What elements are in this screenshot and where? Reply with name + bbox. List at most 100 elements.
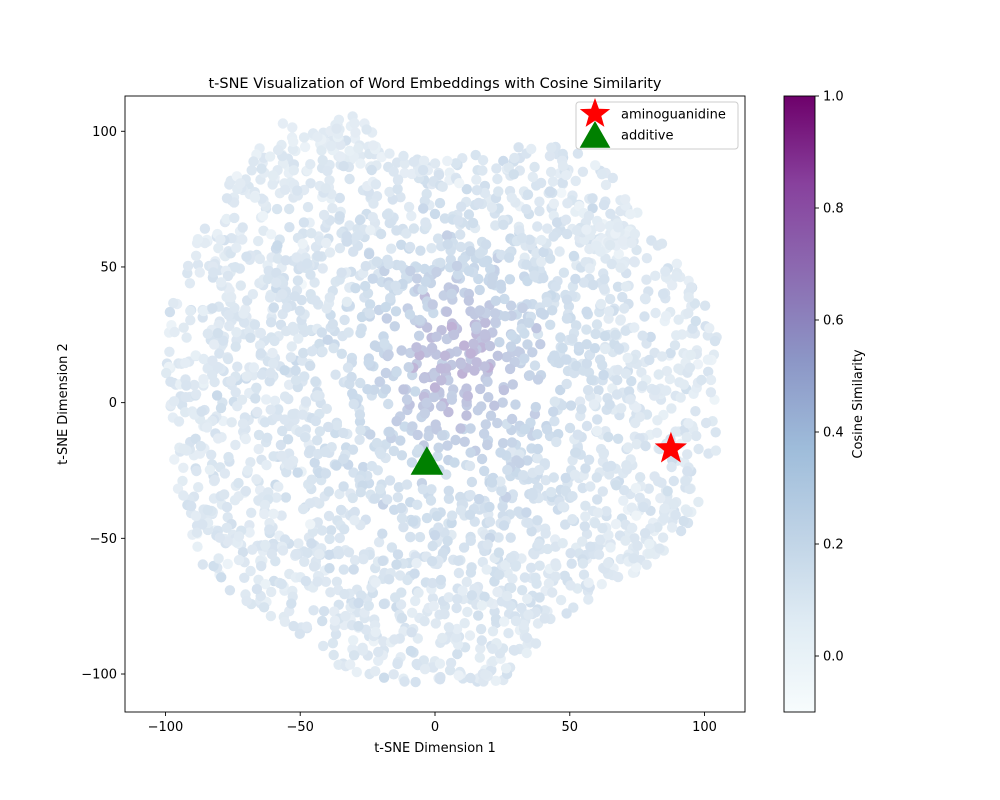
embedding-point (321, 237, 332, 249)
embedding-point (353, 620, 364, 632)
embedding-point (605, 293, 616, 305)
embedding-point (304, 445, 316, 456)
embedding-point (305, 360, 316, 371)
embedding-point (692, 359, 704, 370)
embedding-point (251, 474, 262, 485)
embedding-point (613, 248, 624, 260)
embedding-point (215, 402, 227, 414)
embedding-point (237, 547, 249, 558)
embedding-point (338, 564, 349, 575)
embedding-point (649, 471, 660, 482)
legend-aminoguanidine-marker (579, 98, 611, 127)
embedding-point (597, 486, 608, 497)
embedding-point (670, 271, 682, 282)
embedding-point (231, 242, 242, 253)
embedding-point (240, 485, 252, 497)
embedding-point (581, 339, 592, 350)
embedding-point (499, 293, 510, 305)
embedding-point (340, 610, 351, 622)
embedding-point (434, 658, 446, 669)
embedding-point (523, 609, 534, 620)
embedding-point (680, 475, 691, 487)
embedding-point (396, 260, 407, 271)
embedding-point (505, 532, 516, 543)
embedding-point (277, 545, 289, 556)
embedding-point (550, 281, 561, 292)
embedding-point (411, 342, 422, 353)
embedding-point (492, 350, 503, 361)
embedding-point (269, 335, 280, 347)
embedding-point (431, 266, 442, 278)
embedding-point (522, 339, 533, 350)
embedding-point (572, 429, 583, 440)
embedding-point (410, 386, 421, 397)
embedding-point (652, 415, 663, 426)
embedding-point (503, 628, 514, 639)
embedding-point (299, 141, 311, 153)
embedding-point (312, 131, 323, 143)
embedding-point (685, 349, 696, 361)
embedding-point (408, 156, 420, 167)
embedding-point (643, 483, 654, 494)
embedding-point (489, 400, 500, 411)
embedding-point (580, 511, 591, 522)
embedding-point (454, 178, 465, 189)
embedding-point (465, 672, 476, 684)
embedding-point (226, 375, 237, 387)
embedding-point (425, 495, 437, 506)
embedding-point (489, 308, 501, 319)
embedding-point (639, 528, 651, 539)
embedding-point (264, 376, 275, 387)
embedding-point (417, 284, 428, 295)
embedding-point (213, 243, 224, 254)
embedding-point (310, 295, 321, 306)
embedding-point (548, 231, 559, 242)
embedding-point (334, 488, 345, 500)
embedding-point (466, 590, 478, 601)
embedding-point (391, 225, 402, 236)
embedding-point (309, 457, 320, 468)
embedding-point (305, 269, 316, 280)
embedding-point (644, 538, 655, 550)
embedding-point (318, 209, 330, 221)
embedding-point (583, 454, 595, 465)
embedding-point (186, 500, 197, 512)
embedding-point (411, 558, 422, 569)
embedding-point (429, 208, 441, 220)
embedding-point (214, 532, 225, 543)
embedding-point (317, 346, 328, 357)
embedding-point (455, 229, 466, 240)
embedding-point (325, 525, 337, 536)
embedding-point (696, 374, 707, 386)
embedding-point (164, 346, 175, 357)
x-axis-label: t-SNE Dimension 1 (374, 741, 496, 756)
embedding-point (324, 247, 336, 258)
embedding-point (325, 587, 336, 598)
embedding-point (178, 322, 189, 333)
embedding-point (251, 583, 263, 595)
embedding-point (427, 299, 438, 310)
embedding-point (206, 449, 217, 460)
y-axis: −100 −50 0 50 100 (81, 125, 125, 683)
embedding-point (645, 331, 656, 343)
embedding-point (597, 360, 608, 371)
embedding-point (629, 256, 640, 267)
embedding-point (513, 142, 524, 153)
embedding-point (475, 623, 487, 635)
embedding-point (284, 203, 295, 215)
embedding-point (477, 155, 489, 166)
embedding-point (471, 185, 483, 196)
embedding-point (310, 415, 321, 427)
embedding-point (385, 292, 396, 304)
embedding-point (493, 186, 504, 197)
embedding-point (246, 507, 257, 518)
embedding-point (521, 507, 532, 518)
embedding-point (314, 548, 325, 560)
embedding-point (190, 389, 202, 400)
embedding-point (499, 616, 510, 627)
embedding-point (268, 508, 279, 519)
embedding-point (519, 572, 531, 583)
embedding-point (442, 155, 453, 167)
embedding-point (324, 533, 335, 545)
legend-additive-marker (579, 121, 611, 148)
